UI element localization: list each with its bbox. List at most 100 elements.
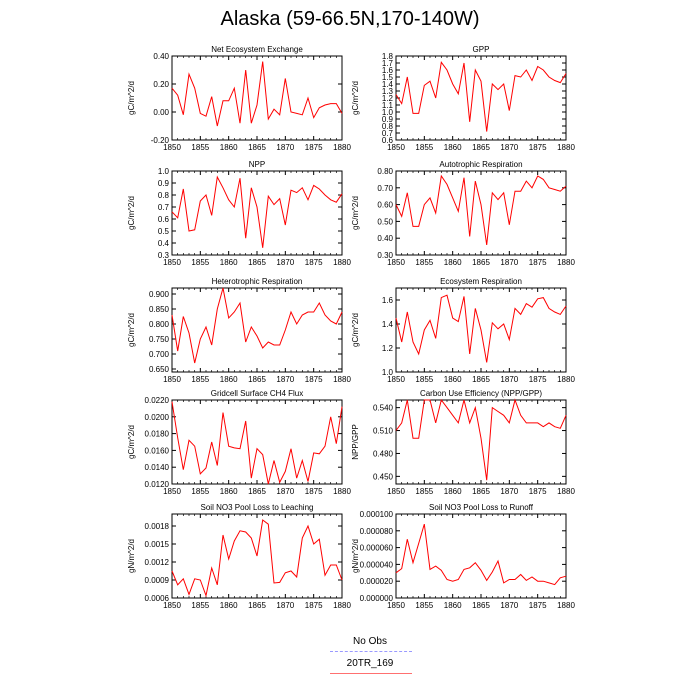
x-tick-label: 1870: [276, 143, 294, 152]
x-tick-label: 1880: [557, 601, 575, 610]
y-axis-label: gC/m^2/d: [127, 196, 136, 230]
y-axis-label: gN/m^2/d: [127, 539, 136, 573]
x-tick-label: 1860: [444, 375, 462, 384]
y-tick-label: 1.5: [382, 73, 394, 82]
series-line: [171, 519, 343, 598]
y-tick-label: 0.000040: [360, 560, 394, 569]
panel-title: Net Ecosystem Exchange: [211, 45, 303, 54]
y-tick-label: 0.20: [153, 80, 169, 89]
x-tick-label: 1870: [500, 375, 518, 384]
y-tick-label: 0.650: [149, 365, 170, 374]
y-tick-label: 0.0009: [145, 576, 170, 585]
x-tick-label: 1855: [191, 375, 209, 384]
y-tick-label: 1.2: [382, 94, 394, 103]
y-tick-label: 0.900: [149, 290, 170, 299]
x-tick-label: 1875: [529, 258, 547, 267]
y-tick-label: 0.30: [377, 251, 393, 260]
x-tick-label: 1875: [529, 143, 547, 152]
plot-frame: [395, 513, 567, 599]
y-tick-label: 0.80: [377, 167, 393, 176]
y-tick-label: 0.000000: [360, 594, 394, 603]
x-tick-label: 1855: [415, 487, 433, 496]
x-tick-label: 1875: [529, 601, 547, 610]
panel-title: Gridcell Surface CH4 Flux: [211, 389, 303, 398]
x-tick-label: 1865: [472, 601, 490, 610]
y-tick-label: -0.20: [151, 136, 170, 145]
y-tick-label: 0.540: [373, 404, 394, 413]
x-tick-label: 1855: [415, 258, 433, 267]
y-tick-label: 0.40: [377, 234, 393, 243]
x-tick-label: 1855: [191, 487, 209, 496]
series-line: [171, 175, 343, 248]
x-tick-label: 1850: [387, 487, 405, 496]
x-tick-label: 1855: [191, 258, 209, 267]
x-tick-label: 1860: [220, 258, 238, 267]
x-tick-label: 1860: [444, 601, 462, 610]
x-tick-label: 1850: [163, 143, 181, 152]
x-tick-label: 1880: [333, 487, 351, 496]
x-tick-label: 1880: [333, 601, 351, 610]
x-tick-label: 1865: [248, 601, 266, 610]
series-line: [395, 61, 567, 132]
series-line: [171, 287, 343, 364]
legend-label-model: 20TR_169: [346, 658, 394, 669]
x-tick-label: 1870: [500, 143, 518, 152]
x-tick-label: 1880: [557, 487, 575, 496]
x-tick-label: 1865: [248, 375, 266, 384]
legend-line-obs: [330, 651, 412, 652]
panel-title: Heterotrophic Respiration: [212, 277, 303, 286]
x-tick-label: 1850: [387, 258, 405, 267]
x-tick-label: 1880: [333, 258, 351, 267]
y-tick-label: 0.0012: [145, 558, 170, 567]
x-tick-label: 1870: [500, 601, 518, 610]
legend-label-obs: No Obs: [353, 636, 387, 647]
x-tick-label: 1865: [248, 487, 266, 496]
x-tick-label: 1865: [472, 258, 490, 267]
y-tick-label: 1.0: [382, 108, 394, 117]
y-tick-label: 0.5: [158, 227, 170, 236]
y-tick-label: 0.8: [158, 191, 170, 200]
y-axis-label: gC/m^2/d: [127, 81, 136, 115]
y-tick-label: 0.60: [377, 201, 393, 210]
series-line: [395, 398, 567, 481]
x-tick-label: 1870: [276, 487, 294, 496]
y-tick-label: 1.1: [382, 101, 394, 110]
x-tick-label: 1865: [248, 143, 266, 152]
x-tick-label: 1865: [472, 143, 490, 152]
panel-title: NPP: [249, 160, 265, 169]
panel-title: GPP: [473, 45, 490, 54]
x-tick-label: 1880: [557, 143, 575, 152]
x-tick-label: 1880: [333, 375, 351, 384]
y-tick-label: 0.40: [153, 52, 169, 61]
y-axis-label: gC/m^2/d: [351, 81, 360, 115]
y-axis-label: gC/m^2/d: [127, 313, 136, 347]
y-tick-label: 0.4: [158, 239, 170, 248]
x-tick-label: 1875: [305, 487, 323, 496]
y-tick-label: 0.3: [158, 251, 170, 260]
plot-frame: [171, 55, 343, 141]
x-tick-label: 1850: [163, 487, 181, 496]
y-tick-label: 0.850: [149, 305, 170, 314]
x-tick-label: 1870: [500, 487, 518, 496]
x-tick-label: 1850: [387, 143, 405, 152]
series-line: [171, 401, 343, 485]
y-tick-label: 0.000100: [360, 510, 394, 519]
panel-title: Autotrophic Respiration: [439, 160, 522, 169]
y-tick-label: 0.7: [158, 203, 170, 212]
x-tick-label: 1875: [529, 487, 547, 496]
y-tick-label: 1.3: [382, 87, 394, 96]
series-line: [171, 61, 343, 127]
y-axis-label: gN/m^2/d: [351, 539, 360, 573]
x-tick-label: 1850: [387, 601, 405, 610]
plot-frame: [171, 399, 343, 485]
series-line: [395, 523, 567, 586]
series-line: [395, 294, 567, 363]
y-tick-label: 0.480: [373, 449, 394, 458]
y-tick-label: 1.2: [382, 344, 394, 353]
page-title: Alaska (59-66.5N,170-140W): [220, 8, 480, 30]
y-tick-label: 0.70: [377, 184, 393, 193]
y-tick-label: 0.0200: [145, 413, 170, 422]
legend: No Obs 20TR_169: [300, 636, 440, 686]
legend-line-model: [330, 673, 412, 674]
